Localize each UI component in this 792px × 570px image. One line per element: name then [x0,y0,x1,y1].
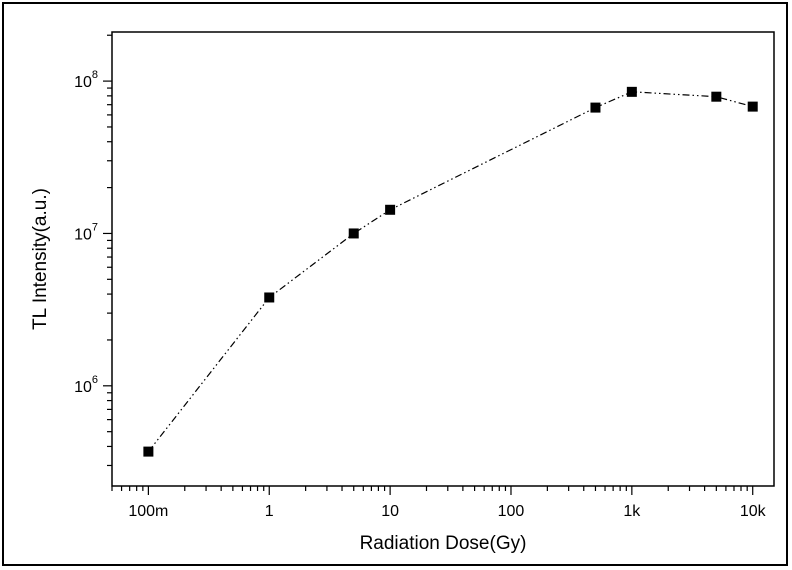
y-axis-ticks: 106 107 108 [74,34,112,467]
chart-svg: 100m 1 10 100 1k 10k 106 107 108 Radiation Dose… [30,31,775,554]
x-axis-title: Radiation Dose(Gy) [360,533,527,554]
data-point [264,292,275,303]
data-point [626,86,637,97]
x-tick-label: 100m [128,503,168,520]
data-point [711,91,722,102]
y-tick-label: 107 [74,221,98,243]
x-tick-label: 100 [498,503,525,520]
data-point [348,228,359,239]
x-tick-label: 10k [740,503,767,520]
y-tick-label: 108 [74,69,98,91]
x-tick-label: 1k [623,503,641,520]
y-axis-title: TL Intensity(a.u.) [30,188,51,330]
data-point [385,204,396,215]
x-tick-label: 10 [381,503,399,520]
x-axis-ticks: 100m 1 10 100 1k 10k [111,486,767,520]
y-tick-label: 106 [74,374,98,396]
data-point [747,101,758,112]
data-point [143,446,154,457]
plot-area [111,31,775,487]
data-point [590,102,601,113]
series-layer [143,86,758,457]
series-line [147,91,753,452]
x-tick-label: 1 [265,503,274,520]
